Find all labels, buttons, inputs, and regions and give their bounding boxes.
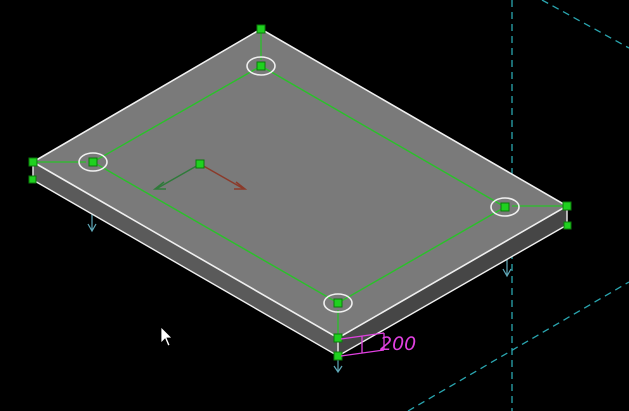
dimension-leader	[340, 332, 385, 357]
ucs-x-arrow	[234, 181, 248, 190]
rebar-leaders	[33, 29, 567, 338]
grip-left-bottom[interactable]	[28, 175, 37, 184]
dimension-text[interactable]: 200	[380, 333, 416, 355]
grip-front-top[interactable]	[333, 333, 343, 343]
slab-grips	[28, 24, 572, 361]
slab-side-face	[338, 206, 567, 356]
grip-front-bottom[interactable]	[333, 351, 343, 361]
grid-line-diagonal-bottom	[407, 281, 629, 411]
load-arrow-left	[87, 213, 97, 233]
ucs-y-arrow	[152, 181, 166, 190]
grid-line-diagonal-top	[541, 0, 629, 49]
floor-slab[interactable]	[32, 28, 569, 357]
load-arrows	[87, 213, 512, 374]
corner-marker-left[interactable]	[78, 152, 108, 172]
grip-left-top[interactable]	[28, 157, 38, 167]
corner-bar-markers	[78, 56, 520, 313]
ucs-axis-icon	[152, 159, 248, 190]
slab-front-face	[33, 162, 338, 356]
thickness-dimension[interactable]: 200	[340, 332, 416, 357]
ucs-y-axis	[155, 163, 201, 190]
slab-top-face[interactable]	[33, 29, 567, 338]
mouse-pointer-icon	[160, 326, 173, 347]
corner-marker-right[interactable]	[490, 197, 520, 217]
ucs-x-axis	[199, 163, 245, 190]
corner-marker-bottom[interactable]	[323, 293, 353, 313]
ucs-origin-grip[interactable]	[195, 159, 205, 169]
corner-marker-top[interactable]	[246, 56, 276, 76]
grip-right-top[interactable]	[562, 201, 572, 211]
grip-right-bottom[interactable]	[563, 221, 572, 230]
grip-top[interactable]	[256, 24, 266, 34]
